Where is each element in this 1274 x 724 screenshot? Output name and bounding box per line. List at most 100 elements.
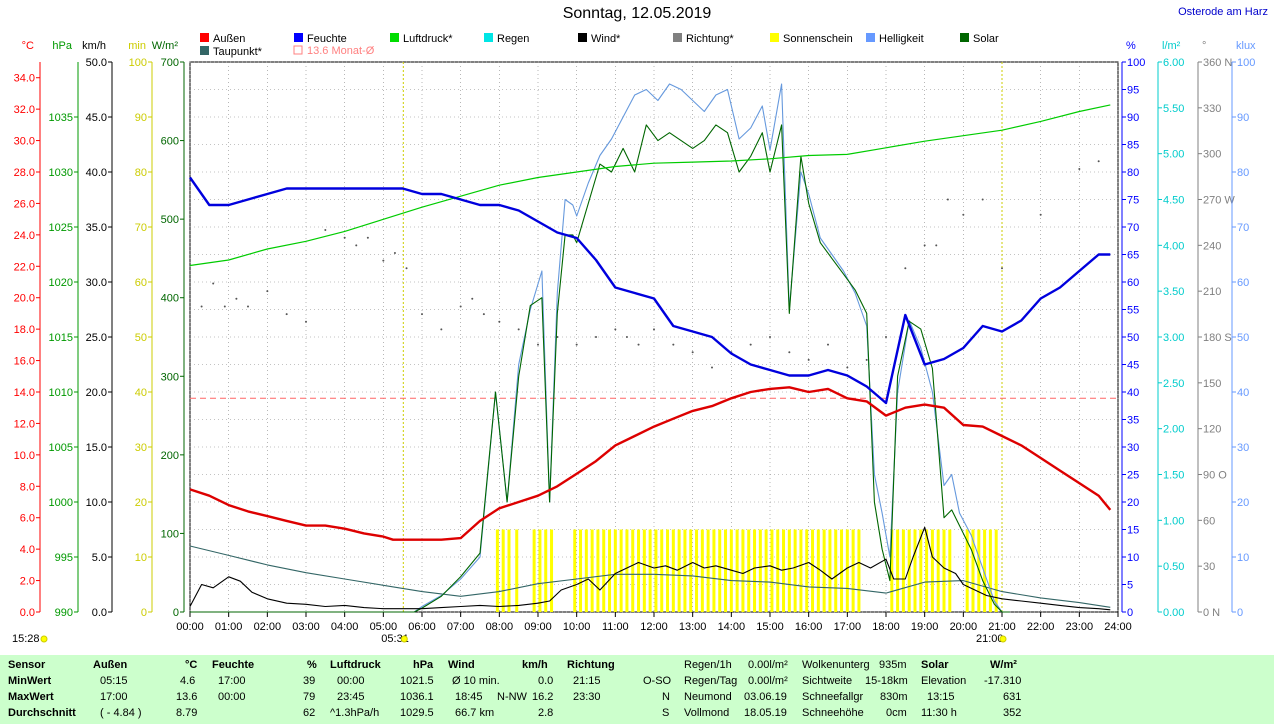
wind-direction-dot	[575, 343, 578, 346]
feuchte-header: Feuchte	[212, 659, 255, 671]
wind-direction-dot	[595, 336, 597, 338]
axis-hum-tick-label: 85	[1127, 140, 1139, 152]
axis-hum-tick-label: 70	[1127, 222, 1139, 234]
sunshine-bar	[930, 529, 934, 612]
wind-direction-dot	[266, 290, 269, 293]
legend-swatch	[673, 33, 682, 42]
x-tick-label: 15:00	[756, 621, 784, 633]
axis-rain-tick-label: 1.50	[1163, 470, 1184, 482]
axis-lux-tick-label: 50	[1237, 332, 1249, 344]
sunshine-bar	[515, 529, 519, 612]
axis-solar-tick-label: 400	[161, 293, 179, 305]
x-tick-label: 10:00	[563, 621, 591, 633]
x-tick-label: 05:00	[370, 621, 398, 633]
sunshine-bar	[805, 529, 809, 612]
axis-temp-tick-label: 14.0	[14, 387, 35, 399]
legend-label: Luftdruck*	[403, 33, 453, 45]
axis-rain-tick-label: 3.00	[1163, 332, 1184, 344]
sunshine-bar	[994, 529, 998, 612]
axis-rain-tick-label: 0.50	[1163, 561, 1184, 573]
richtung-min-val: O-SO	[643, 675, 672, 687]
axis-temp-tick-label: 34.0	[14, 73, 35, 85]
site-name[interactable]: Osterode am Harz	[1178, 6, 1268, 18]
wind-distance: 66.7 km	[455, 707, 495, 719]
sunshine-bar	[538, 529, 542, 612]
axis-solar-unit: W/m²	[152, 40, 179, 52]
legend-label: Richtung*	[686, 33, 734, 45]
wind-max-time: 18:45	[455, 691, 483, 703]
axis-wind-unit: km/h	[82, 40, 106, 52]
axis-hum-tick-label: 15	[1127, 525, 1139, 537]
sunshine-bar	[642, 529, 646, 612]
axis-lux-tick-label: 20	[1237, 497, 1249, 509]
sunshine-bar	[602, 529, 606, 612]
regen-tag-val: 0.00l/m²	[748, 675, 788, 687]
axis-dir-tick-label: 90 O	[1203, 470, 1227, 482]
wind-min-note: Ø 10 min.	[452, 675, 500, 687]
luftdruck-avg-val: 1029.5	[400, 707, 434, 719]
sunshine-bar	[695, 529, 699, 612]
wind-direction-dot	[382, 259, 385, 262]
wind-direction-dot	[935, 244, 938, 247]
axis-temp-unit: °C	[22, 40, 34, 52]
sunshine-bar	[683, 529, 687, 612]
current-time: 15:28	[12, 633, 40, 645]
axis-temp-tick-label: 24.0	[14, 230, 35, 242]
sunshine-bar	[584, 529, 588, 612]
wind-direction-dot	[421, 313, 423, 316]
axis-rain-tick-label: 2.00	[1163, 424, 1184, 436]
axis-hum-tick-label: 65	[1127, 250, 1139, 262]
solar-max-val: 631	[1003, 691, 1022, 703]
axis-hum-tick-label: 75	[1127, 195, 1139, 207]
feuchte-avg-val: 62	[303, 707, 316, 719]
wind-direction-dot	[769, 336, 771, 338]
wind-direction-dot	[1097, 160, 1100, 163]
axis-temp-tick-label: 10.0	[14, 450, 35, 462]
vollmond-val: 18.05.19	[744, 707, 787, 719]
luftdruck-min-time: 00:00	[337, 675, 365, 687]
wind-direction-dot	[405, 267, 408, 270]
axis-sun-tick-label: 0	[141, 607, 147, 619]
axis-wind-tick-label: 35.0	[86, 222, 107, 234]
luftdruck-header: Luftdruck	[330, 659, 381, 671]
sunshine-bar	[816, 529, 820, 612]
schneefall-label: Schneefallgr	[802, 691, 864, 703]
richtung-avg-val: S	[662, 707, 670, 719]
sunshine-bar	[660, 529, 664, 612]
axis-lux-tick-label: 30	[1237, 442, 1249, 454]
axis-lux-tick-label: 10	[1237, 552, 1249, 564]
wind-direction-dot	[1001, 267, 1003, 270]
neumond-val: 03.06.19	[744, 691, 787, 703]
wind-direction-dot	[459, 305, 462, 308]
wind-direction-dot	[807, 358, 810, 361]
series-line-auen	[189, 386, 1112, 541]
x-tick-label: 14:00	[718, 621, 746, 633]
sunshine-bar	[501, 529, 505, 612]
wind-max-val: 16.2	[532, 691, 554, 703]
axis-dir-tick-label: 240	[1203, 240, 1221, 252]
axis-lux-tick-label: 60	[1237, 277, 1249, 289]
axis-temp-tick-label: 22.0	[14, 261, 35, 273]
wind-direction-dot	[537, 343, 539, 346]
axis-wind-tick-label: 40.0	[86, 167, 107, 179]
legend-swatch	[390, 33, 399, 42]
legend-swatch	[294, 33, 303, 42]
axis-press-tick-label: 1025	[49, 222, 73, 234]
sunshine-bar	[828, 529, 832, 612]
axis-rain-tick-label: 5.50	[1163, 103, 1184, 115]
luftdruck-min-val: 1021.5	[400, 675, 434, 687]
schneefall-val: 830m	[880, 691, 908, 703]
sunshine-bar	[579, 529, 583, 612]
solar-avg-val: 352	[1003, 707, 1022, 719]
axis-hum-tick-label: 25	[1127, 470, 1139, 482]
sunshine-bar	[799, 529, 803, 612]
axis-hum-unit: %	[1126, 40, 1136, 52]
sunshine-bar	[724, 529, 728, 612]
axis-temp-tick-label: 20.0	[14, 293, 35, 305]
axis-wind-tick-label: 10.0	[86, 497, 107, 509]
aussen-avg-val: 8.79	[176, 707, 198, 719]
sunshine-bar	[741, 529, 745, 612]
sunshine-bar	[700, 529, 704, 612]
sunshine-bar	[845, 529, 849, 612]
x-tick-label: 12:00	[640, 621, 668, 633]
